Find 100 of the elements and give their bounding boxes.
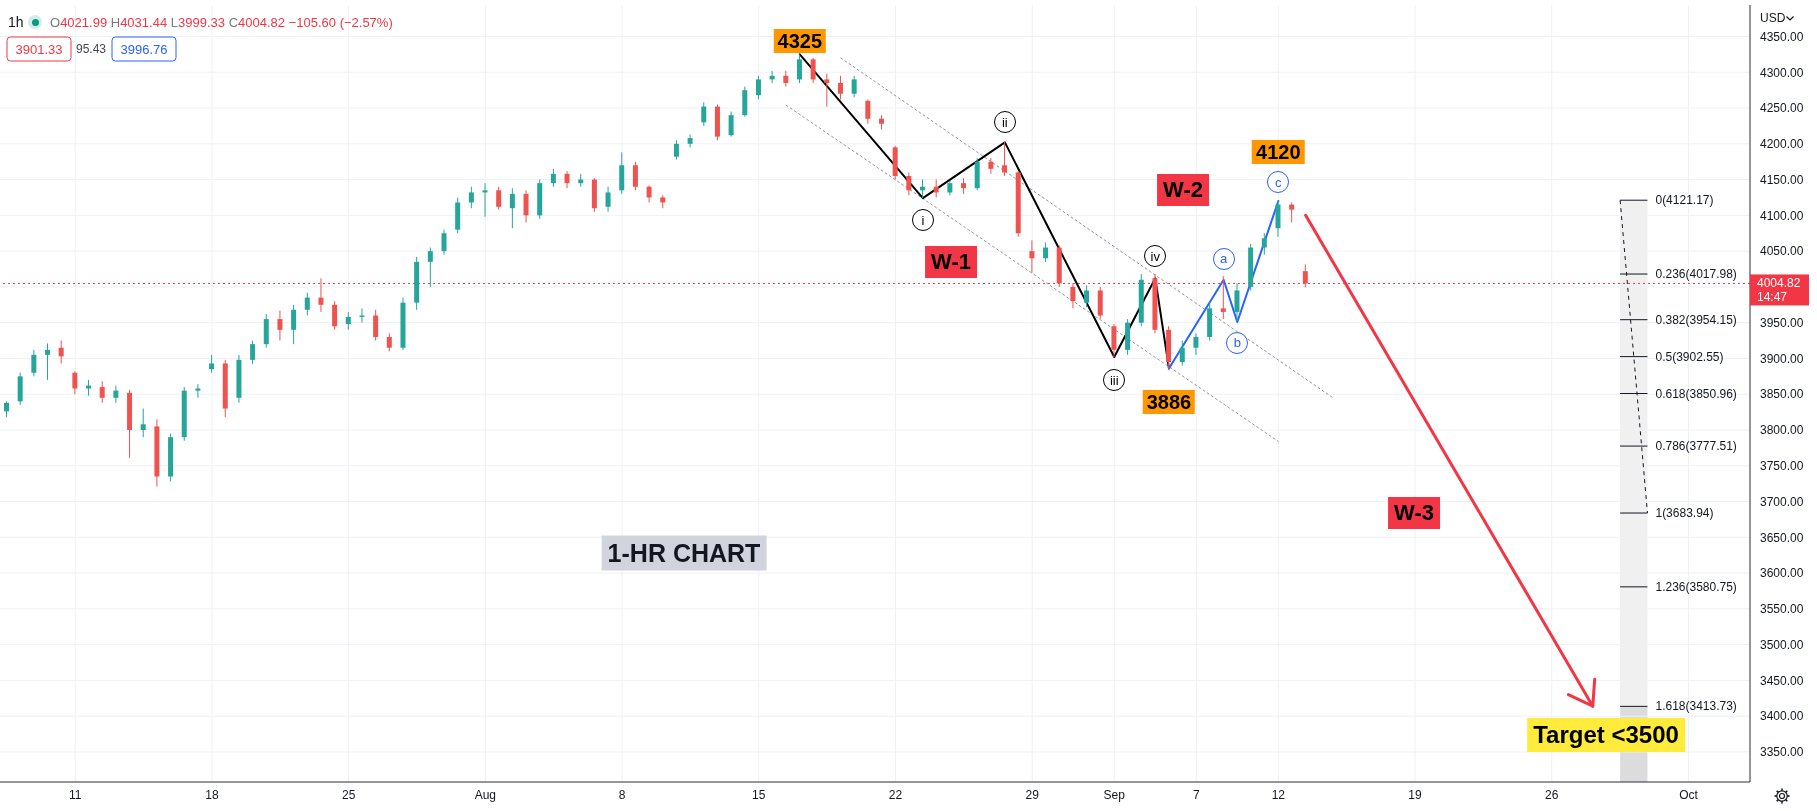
y-tick-label: 3850.00 (1760, 387, 1804, 402)
x-tick-label: Aug (474, 787, 497, 802)
ref-line-label: 1.236(3580.75) (1655, 579, 1737, 594)
candlestick (1002, 140, 1008, 177)
candlestick (810, 57, 816, 84)
x-tick-label: 26 (1545, 787, 1559, 802)
candlestick (250, 340, 256, 365)
candlestick (1179, 340, 1185, 367)
candlestick (72, 370, 78, 395)
annotation: 3901.33 (6, 36, 72, 62)
y-tick-label: 3650.00 (1760, 530, 1804, 545)
candlestick (865, 98, 871, 125)
candlestick (632, 161, 638, 191)
y-tick-label: 3950.00 (1760, 315, 1804, 330)
y-tick-label: 3400.00 (1760, 709, 1804, 724)
candlestick (496, 186, 502, 211)
y-tick-label: 4200.00 (1760, 137, 1804, 152)
x-tick-label: Sep (1103, 787, 1126, 802)
candlestick (1234, 282, 1240, 322)
annotation: W-3 (1388, 497, 1440, 529)
line-series (1167, 200, 1280, 370)
candlestick (304, 292, 310, 317)
candlestick (318, 277, 324, 313)
candlestick (755, 75, 761, 100)
candlestick (277, 310, 283, 342)
ref-line-label: 0.786(3777.51) (1655, 439, 1737, 454)
ref-line-label: 0(4121.17) (1655, 193, 1714, 208)
annotation: a (1212, 247, 1235, 270)
candlestick (851, 75, 857, 98)
candlestick (1193, 332, 1199, 356)
candlestick (687, 134, 693, 148)
candlestick (468, 186, 474, 209)
x-tick-label: 29 (1025, 787, 1040, 802)
annotation: i (911, 209, 934, 232)
y-tick-label: 3750.00 (1760, 459, 1804, 474)
text: O4021.99 H4031.44 L3999.33 C4004.82 −105.60 (−2.57%) (50, 14, 393, 30)
x-tick-label: 12 (1271, 787, 1286, 802)
annotation: iii (1103, 369, 1126, 391)
candlestick (1043, 242, 1049, 263)
candlestick (195, 383, 201, 399)
candlestick (482, 182, 488, 218)
candlestick (824, 73, 830, 108)
x-tick-label: 7 (1192, 787, 1200, 802)
ref-line-label: 0.382(3954.15) (1655, 312, 1737, 327)
ref-line-label: 1.618(3413.73) (1655, 699, 1737, 714)
ref-line-label: 0.236(4017.98) (1655, 267, 1737, 282)
candlestick (1302, 263, 1308, 288)
x-tick-label: 15 (752, 787, 766, 802)
candlestick (1289, 201, 1295, 223)
text: 1h (8, 14, 24, 30)
candlestick (1275, 200, 1281, 238)
candlestick (988, 157, 994, 175)
candlestick (31, 349, 37, 377)
candlestick (1070, 282, 1076, 309)
annotation: c (1267, 171, 1290, 194)
y-tick-label: 4100.00 (1760, 208, 1804, 223)
x-tick-label: 19 (1408, 787, 1423, 802)
annotation: Target <3500 (1527, 718, 1685, 752)
y-tick-label: 3900.00 (1760, 351, 1804, 366)
candlestick (728, 111, 734, 138)
x-tick-label: 22 (888, 787, 903, 802)
y-tick-label: 4050.00 (1760, 244, 1804, 259)
annotation: b (1226, 331, 1249, 354)
x-tick-label: 18 (205, 787, 219, 802)
y-tick-label: 3800.00 (1760, 423, 1804, 438)
ref-line-label: 0.618(3850.96) (1655, 386, 1737, 401)
candlestick (906, 171, 912, 196)
y-tick-label: 4350.00 (1760, 29, 1804, 44)
candlestick (45, 342, 51, 381)
x-tick-label: 25 (341, 787, 356, 802)
candlestick (605, 186, 611, 213)
annotation: 1-HR CHART (601, 535, 767, 571)
annotation: iv (1144, 245, 1167, 268)
y-tick-label: 4300.00 (1760, 65, 1804, 80)
ref-line-label: 1(3683.94) (1655, 506, 1714, 521)
candlestick (1029, 239, 1035, 274)
ref-line-label: 4004.82 (1757, 276, 1801, 291)
annotation: 3886 (1142, 390, 1196, 415)
candlestick (1261, 232, 1267, 256)
y-axis-title: USD (1760, 11, 1786, 25)
candlestick (140, 408, 146, 438)
candlestick (441, 229, 447, 256)
x-tick-label: 11 (68, 787, 82, 802)
y-tick-label: 4150.00 (1760, 172, 1804, 187)
annotation: 4325 (773, 29, 827, 54)
candlestick (99, 380, 105, 404)
candlestick (1220, 275, 1226, 320)
candlestick (701, 101, 707, 127)
ref-line-label: 0.5(3902.55) (1655, 349, 1724, 364)
x-tick-label: 8 (618, 787, 626, 802)
y-tick-label: 3500.00 (1760, 637, 1804, 652)
candlestick (523, 189, 529, 223)
candlestick (1111, 323, 1117, 358)
y-tick-label: 4250.00 (1760, 101, 1804, 116)
candlestick (837, 75, 843, 100)
candlestick (373, 309, 379, 342)
annotation: W-2 (1157, 174, 1209, 206)
annotation: ii (993, 111, 1016, 134)
y-tick-label: 3550.00 (1760, 602, 1804, 617)
annotation: W-1 (925, 246, 977, 278)
